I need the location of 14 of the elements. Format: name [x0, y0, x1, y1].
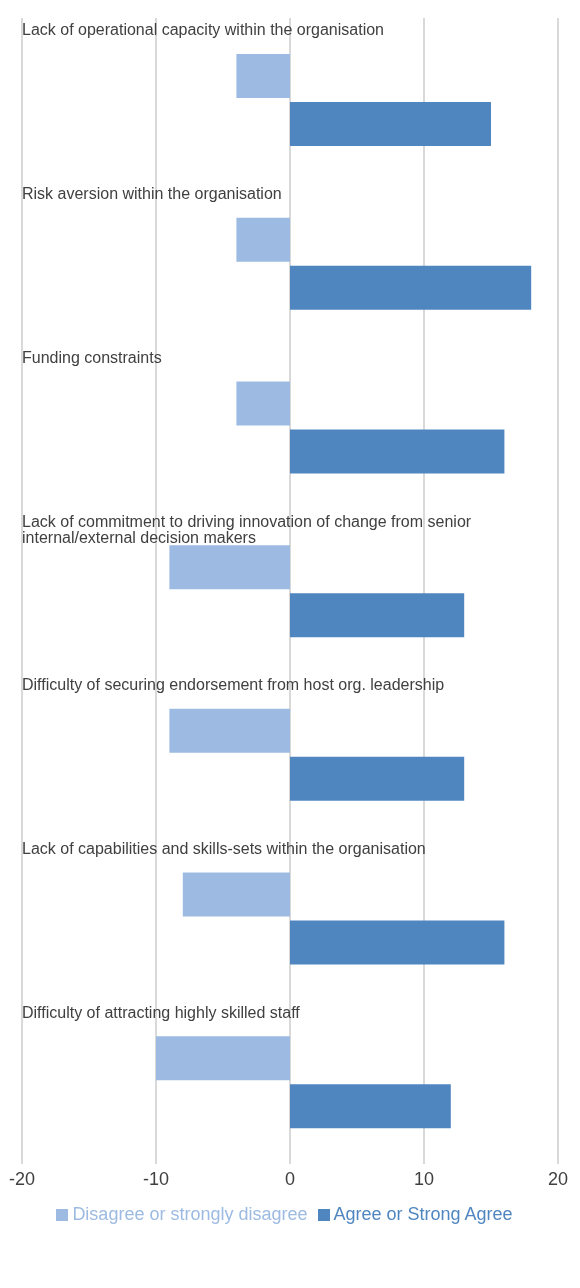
- y-tick-label: Funding constraints: [22, 348, 162, 366]
- x-tick-label: 10: [413, 1168, 435, 1189]
- y-tick-label: Difficulty of attracting highly skilled staff: [22, 1003, 301, 1021]
- y-tick-label: Lack of operational capacity within the organisation: [22, 21, 384, 39]
- x-tick-label: -10: [142, 1168, 170, 1189]
- y-tick-label: Difficulty of securing endorsement from host org. leadership: [22, 676, 445, 694]
- x-tick-label: -20: [8, 1168, 36, 1189]
- y-tick-label: Risk aversion within the organisation: [22, 185, 282, 203]
- legend-label: Agree or Strong Agree: [333, 1204, 513, 1224]
- y-tick-label: Lack of commitment to driving innovation of change from senior internal/external decision makers: [22, 512, 472, 546]
- legend-label: Disagree or strongly disagree: [72, 1204, 308, 1224]
- x-tick-label: 20: [547, 1168, 569, 1189]
- y-tick-label: Lack of capabilities and skills-sets within the organisation: [22, 839, 426, 857]
- x-tick-label: 0: [284, 1168, 296, 1189]
